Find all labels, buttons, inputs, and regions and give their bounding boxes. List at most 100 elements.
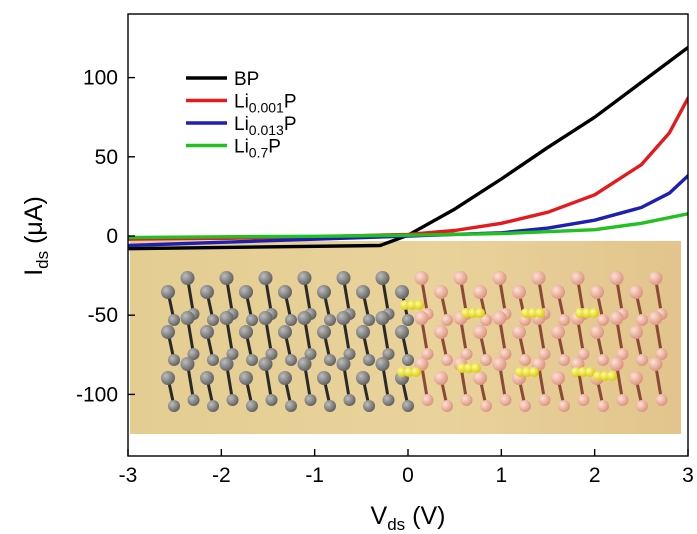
legend-label-sub: 0.013 — [249, 122, 284, 138]
inset-atom — [655, 348, 668, 360]
y-tick-label: 0 — [106, 225, 118, 248]
inset-atom — [629, 371, 643, 385]
x-axis-label-main: V — [371, 502, 388, 530]
inset-atom — [609, 357, 624, 371]
x-axis-label-unit: (V) — [405, 502, 445, 530]
inset-atom — [363, 354, 375, 366]
inset-li-atom — [400, 300, 410, 310]
inset-atom — [395, 285, 409, 299]
inset-li-atom — [600, 371, 610, 381]
legend-label-tail: P — [284, 92, 297, 113]
inset-atom — [597, 354, 609, 366]
inset-li-atom — [457, 363, 467, 373]
legend-label-BP: BP — [234, 69, 259, 90]
inset-atom — [324, 400, 336, 412]
inset-atom — [441, 314, 453, 326]
x-tick-label: 3 — [682, 464, 694, 487]
inset-atom — [187, 348, 200, 360]
inset-atom — [168, 354, 180, 366]
inset-atom — [519, 354, 531, 366]
series-layer — [128, 45, 688, 251]
inset-atom — [161, 285, 175, 299]
inset-atom — [531, 271, 546, 285]
series-line-Li0.7P — [128, 212, 688, 240]
y-axis-label: Ids (μA) — [20, 196, 52, 276]
inset-atom — [187, 394, 200, 406]
y-axis-label-sub: ds — [33, 251, 52, 269]
inset-atom — [551, 285, 565, 299]
inset-atom — [336, 271, 351, 285]
y-tick-label: 100 — [83, 67, 118, 90]
inset-atom — [285, 314, 297, 326]
inset-atom — [616, 348, 629, 360]
legend-label-main: Li — [234, 92, 249, 113]
inset-atom — [168, 314, 180, 326]
inset-atom — [609, 271, 624, 285]
inset-atom — [636, 354, 648, 366]
inset-li-atom — [571, 367, 581, 377]
inset-atom — [499, 394, 512, 406]
inset-atom — [538, 394, 551, 406]
inset-atom — [343, 348, 356, 360]
inset-li-atom — [464, 363, 474, 373]
inset-atom — [219, 357, 234, 371]
inset-atom — [343, 394, 356, 406]
inset-li-atom — [475, 308, 485, 318]
inset-atom — [239, 325, 253, 339]
inset-li-atom — [593, 371, 603, 381]
inset-atom — [239, 285, 253, 299]
inset-li-atom — [411, 367, 421, 377]
legend-label-main: Li — [234, 114, 249, 135]
legend-label-sub: 0.001 — [249, 100, 284, 116]
inset-li-atom — [529, 367, 539, 377]
inset-atom — [278, 371, 292, 385]
inset-atom — [551, 371, 565, 385]
inset-atom — [636, 314, 648, 326]
inset-atom — [655, 394, 668, 406]
inset-atom — [168, 400, 180, 412]
inset-atom — [473, 325, 487, 339]
inset-atom — [382, 348, 395, 360]
legend-label-tail: P — [284, 114, 297, 135]
inset-atom — [402, 314, 414, 326]
inset-atom — [648, 311, 663, 325]
y-tick-label: -50 — [88, 304, 118, 327]
y-tick-label: -100 — [76, 383, 118, 406]
inset-atom — [402, 400, 414, 412]
inset-atom — [434, 285, 448, 299]
inset-atom — [590, 285, 604, 299]
inset-atom — [636, 400, 648, 412]
inset-atom — [180, 271, 195, 285]
inset-atom — [492, 271, 507, 285]
inset-li-atom — [578, 367, 588, 377]
inset-atom — [200, 285, 214, 299]
inset-atom — [492, 357, 507, 371]
inset-atom — [473, 371, 487, 385]
inset-atom — [219, 271, 234, 285]
inset-li-atom — [585, 367, 595, 377]
series-line-BP — [128, 45, 688, 251]
inset-li-atom — [461, 308, 471, 318]
x-tick-label: -2 — [212, 464, 231, 487]
inset-atom — [629, 325, 643, 339]
inset-atom — [414, 311, 429, 325]
x-tick-label: -1 — [305, 464, 324, 487]
inset-atom — [246, 400, 258, 412]
y-axis-label-main: I — [20, 269, 48, 276]
inset-atom — [239, 371, 253, 385]
inset-atom — [375, 311, 390, 325]
inset-atom — [258, 311, 273, 325]
axes-layer: -3 -2 -1 0 1 2 3 -100 -50 0 50 100 — [76, 67, 694, 487]
inset-atom — [285, 354, 297, 366]
inset-atom — [356, 325, 370, 339]
inset-atom — [317, 285, 331, 299]
inset-atom — [226, 394, 239, 406]
inset-atom — [363, 400, 375, 412]
legend-label-main: BP — [234, 69, 259, 90]
inset-atom — [297, 311, 312, 325]
inset-atom — [382, 394, 395, 406]
inset-atom — [590, 325, 604, 339]
inset-atom — [180, 311, 195, 325]
inset-atom — [512, 325, 526, 339]
